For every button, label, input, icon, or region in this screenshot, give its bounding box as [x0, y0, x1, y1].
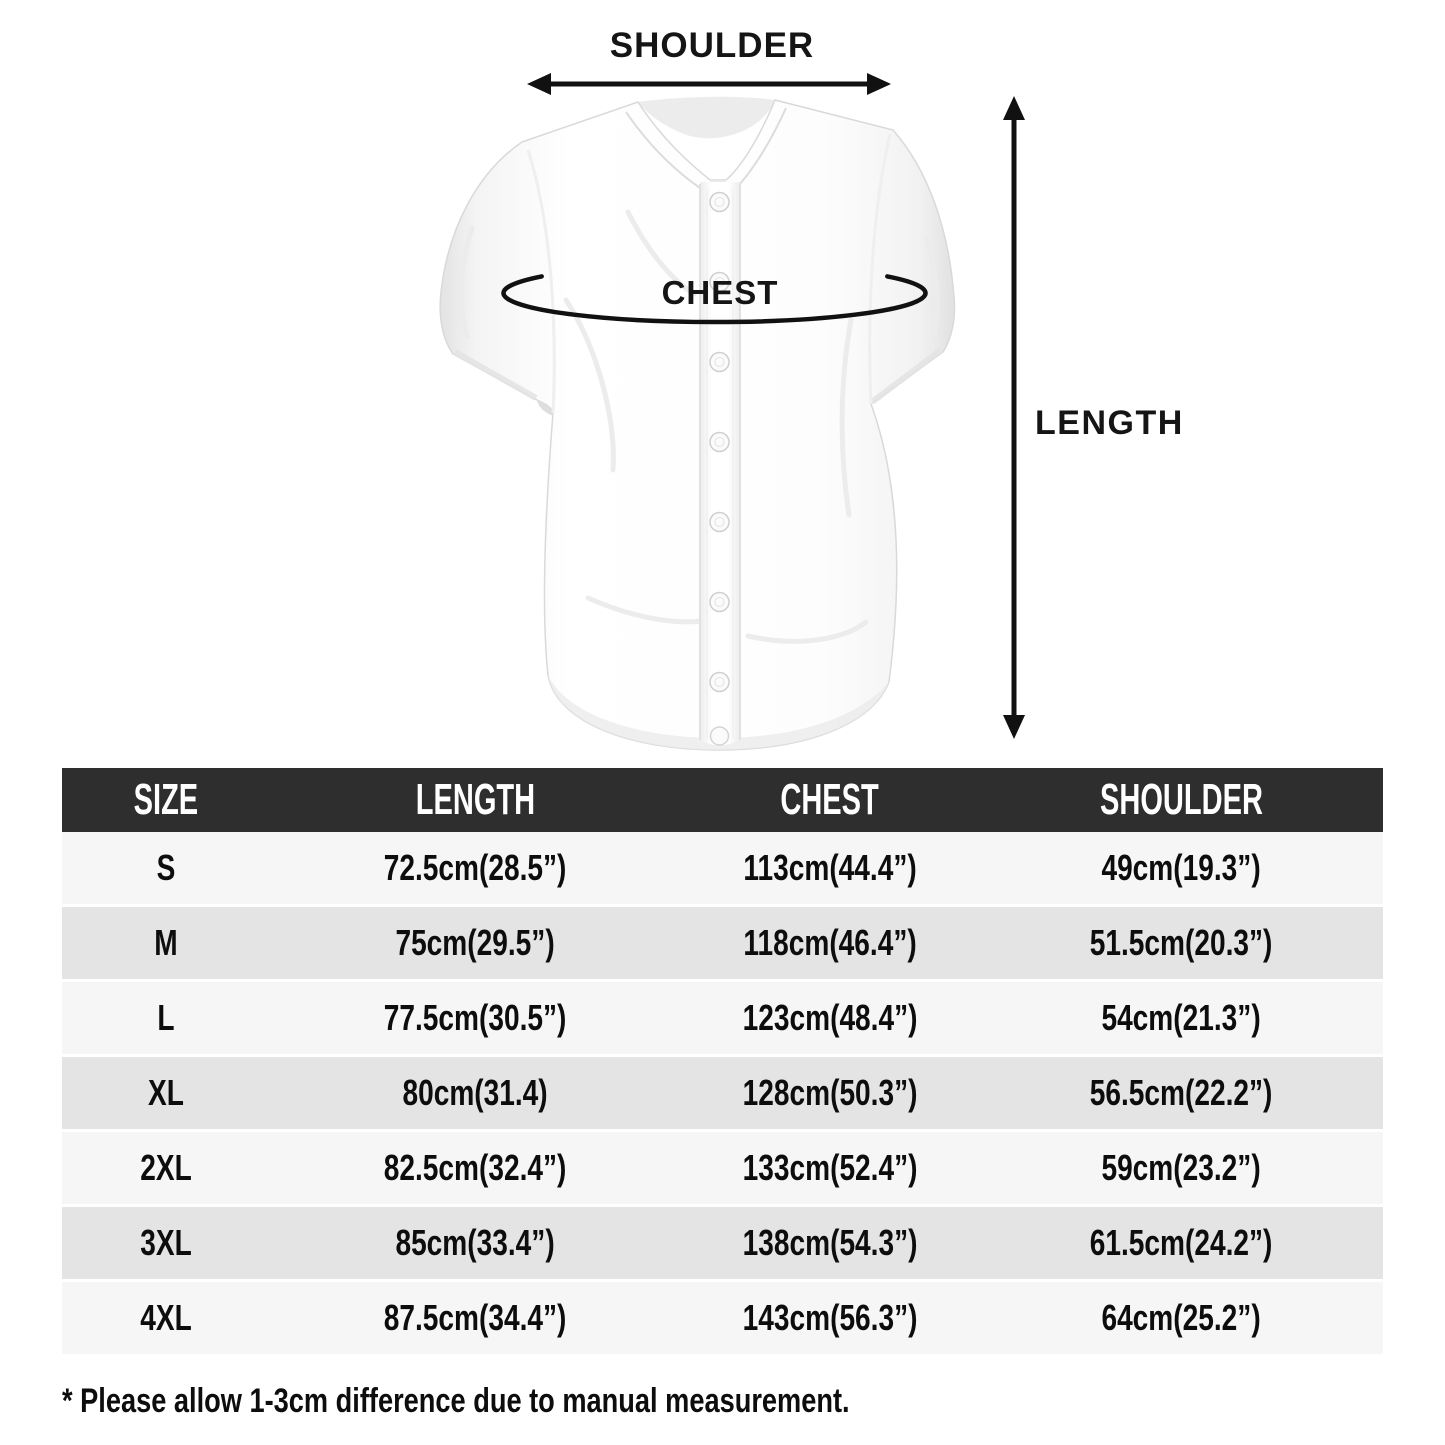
button-icon: [709, 271, 730, 293]
button-icon: [709, 726, 730, 746]
chest-cell: 138cm(54.3”): [680, 1207, 980, 1279]
button-icon: [709, 191, 730, 213]
length-arrow-icon: [1003, 96, 1025, 739]
length-cell: 85cm(33.4”): [270, 1207, 680, 1279]
length-value: 72.5cm(28.5”): [383, 847, 567, 888]
fabric-wrinkles: [459, 209, 940, 644]
length-cell: 87.5cm(34.4”): [270, 1282, 680, 1354]
size-row-m: M 75cm(29.5”) 118cm(46.4”) 51.5cm(20.3”): [62, 907, 1383, 979]
button-icon: [709, 351, 730, 373]
chest-cell: 113cm(44.4”): [680, 832, 980, 904]
shoulder-value: 51.5cm(20.3”): [1090, 922, 1273, 963]
length-cell: 75cm(29.5”): [270, 907, 680, 979]
size-cell: L: [62, 982, 270, 1054]
size-cell: M: [62, 907, 270, 979]
length-value: 75cm(29.5”): [395, 922, 555, 963]
header-label: SHOULDER: [1100, 775, 1263, 824]
length-value: 77.5cm(30.5”): [383, 997, 567, 1038]
chest-cell: 123cm(48.4”): [680, 982, 980, 1054]
size-cell: 2XL: [62, 1132, 270, 1204]
size-row-s: S 72.5cm(28.5”) 113cm(44.4”) 49cm(19.3”): [62, 832, 1383, 904]
jersey-buttons: [709, 191, 730, 746]
chest-cell: 118cm(46.4”): [680, 907, 980, 979]
button-icon: [709, 671, 730, 693]
size-row-l: L 77.5cm(30.5”) 123cm(48.4”) 54cm(21.3”): [62, 982, 1383, 1054]
shoulder-cell: 64cm(25.2”): [980, 1282, 1383, 1354]
header-cell-chest: CHEST: [680, 768, 980, 832]
chest-measure-loop-icon: [501, 274, 928, 325]
header-label: SIZE: [133, 775, 199, 824]
chest-value: 138cm(54.3”): [742, 1222, 918, 1263]
measurement-disclaimer: * Please allow 1-3cm difference due to m…: [62, 1380, 1402, 1422]
size-table-header-row: SIZE LENGTH CHEST SHOULDER: [62, 768, 1383, 832]
shoulder-value: 56.5cm(22.2”): [1090, 1072, 1273, 1113]
shoulder-cell: 59cm(23.2”): [980, 1132, 1383, 1204]
length-cell: 77.5cm(30.5”): [270, 982, 680, 1054]
chest-value: 118cm(46.4”): [743, 922, 917, 963]
size-row-xl: XL 80cm(31.4) 128cm(50.3”) 56.5cm(22.2”): [62, 1057, 1383, 1129]
size-value: M: [154, 922, 178, 963]
size-table: SIZE LENGTH CHEST SHOULDER S 72.5cm(28.5…: [62, 768, 1383, 1357]
length-dimension-label: LENGTH: [1035, 404, 1184, 442]
shoulder-value: 54cm(21.3”): [1101, 997, 1262, 1038]
measurement-disclaimer-text: * Please allow 1-3cm difference due to m…: [62, 1382, 850, 1420]
size-row-2xl: 2XL 82.5cm(32.4”) 133cm(52.4”) 59cm(23.2…: [62, 1132, 1383, 1204]
chest-value: 128cm(50.3”): [742, 1072, 918, 1113]
chest-value: 123cm(48.4”): [742, 997, 918, 1038]
size-value: 4XL: [140, 1297, 192, 1338]
length-value: 87.5cm(34.4”): [383, 1297, 567, 1338]
size-cell: 4XL: [62, 1282, 270, 1354]
size-value: 3XL: [140, 1222, 192, 1263]
header-label: LENGTH: [415, 775, 535, 824]
size-row-3xl: 3XL 85cm(33.4”) 138cm(54.3”) 61.5cm(24.2…: [62, 1207, 1383, 1279]
shoulder-cell: 61.5cm(24.2”): [980, 1207, 1383, 1279]
size-value: L: [157, 997, 175, 1038]
shoulder-value: 59cm(23.2”): [1101, 1147, 1262, 1188]
shoulder-cell: 54cm(21.3”): [980, 982, 1383, 1054]
jersey-graphic: [439, 96, 956, 751]
button-icon: [709, 511, 730, 533]
chest-dimension-label: CHEST: [661, 274, 779, 311]
size-cell: 3XL: [62, 1207, 270, 1279]
size-value: XL: [148, 1072, 184, 1113]
header-cell-size: SIZE: [62, 768, 270, 832]
length-cell: 72.5cm(28.5”): [270, 832, 680, 904]
length-cell: 80cm(31.4): [270, 1057, 680, 1129]
size-cell: S: [62, 832, 270, 904]
shoulder-dimension-label: SHOULDER: [609, 26, 815, 65]
header-label: CHEST: [780, 775, 880, 824]
size-value: S: [156, 847, 176, 888]
button-placket: [699, 182, 741, 746]
shoulder-value: 64cm(25.2”): [1101, 1297, 1262, 1338]
chest-cell: 133cm(52.4”): [680, 1132, 980, 1204]
header-cell-length: LENGTH: [270, 768, 680, 832]
shoulder-value: 49cm(19.3”): [1101, 847, 1262, 888]
length-value: 80cm(31.4): [402, 1072, 548, 1113]
jersey-back-collar: [638, 96, 775, 139]
jersey-diagram-svg: [439, 73, 1025, 751]
chest-cell: 128cm(50.3”): [680, 1057, 980, 1129]
shoulder-value: 61.5cm(24.2”): [1090, 1222, 1273, 1263]
size-cell: XL: [62, 1057, 270, 1129]
button-icon: [709, 431, 730, 453]
chest-cell: 143cm(56.3”): [680, 1282, 980, 1354]
chest-value: 143cm(56.3”): [742, 1297, 918, 1338]
chest-value: 133cm(52.4”): [742, 1147, 918, 1188]
length-value: 85cm(33.4”): [395, 1222, 555, 1263]
shoulder-cell: 49cm(19.3”): [980, 832, 1383, 904]
size-value: 2XL: [140, 1147, 192, 1188]
header-cell-shoulder: SHOULDER: [980, 768, 1383, 832]
chest-value: 113cm(44.4”): [743, 847, 917, 888]
size-row-4xl: 4XL 87.5cm(34.4”) 143cm(56.3”) 64cm(25.2…: [62, 1282, 1383, 1354]
length-cell: 82.5cm(32.4”): [270, 1132, 680, 1204]
shoulder-cell: 56.5cm(22.2”): [980, 1057, 1383, 1129]
shoulder-cell: 51.5cm(20.3”): [980, 907, 1383, 979]
button-icon: [709, 591, 730, 613]
shoulder-arrow-icon: [527, 73, 891, 95]
length-value: 82.5cm(32.4”): [383, 1147, 567, 1188]
